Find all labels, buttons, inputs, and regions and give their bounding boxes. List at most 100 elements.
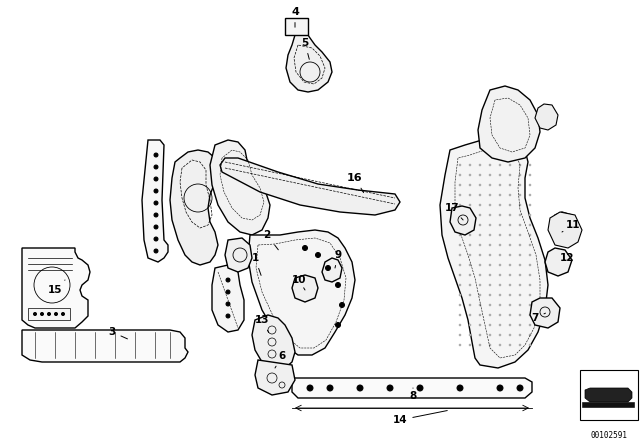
Circle shape — [499, 244, 501, 246]
Circle shape — [460, 184, 461, 186]
Circle shape — [479, 164, 481, 166]
Polygon shape — [170, 150, 218, 265]
Text: 14: 14 — [393, 410, 447, 425]
Circle shape — [529, 184, 531, 186]
Circle shape — [479, 214, 481, 216]
Circle shape — [226, 314, 230, 318]
Circle shape — [469, 284, 471, 286]
Circle shape — [479, 264, 481, 266]
Circle shape — [509, 304, 511, 306]
Circle shape — [509, 334, 511, 336]
Circle shape — [154, 201, 158, 205]
Circle shape — [529, 324, 531, 326]
Circle shape — [529, 344, 531, 346]
Polygon shape — [220, 158, 400, 215]
Polygon shape — [28, 308, 70, 320]
Circle shape — [519, 284, 521, 286]
Circle shape — [519, 334, 521, 336]
Circle shape — [509, 234, 511, 236]
Circle shape — [499, 204, 501, 206]
Circle shape — [489, 344, 491, 346]
Circle shape — [40, 313, 44, 315]
Circle shape — [479, 314, 481, 316]
Circle shape — [479, 204, 481, 206]
Circle shape — [469, 334, 471, 336]
Polygon shape — [535, 104, 558, 130]
Polygon shape — [252, 315, 295, 368]
Circle shape — [509, 344, 511, 346]
Circle shape — [509, 244, 511, 246]
Circle shape — [460, 284, 461, 286]
Circle shape — [509, 164, 511, 166]
Circle shape — [479, 174, 481, 176]
Circle shape — [460, 324, 461, 326]
Polygon shape — [585, 388, 632, 402]
Circle shape — [519, 224, 521, 226]
Circle shape — [499, 214, 501, 216]
Circle shape — [460, 204, 461, 206]
Circle shape — [303, 246, 307, 250]
Circle shape — [499, 194, 501, 196]
Circle shape — [154, 213, 158, 217]
Circle shape — [499, 234, 501, 236]
Circle shape — [460, 164, 461, 166]
Circle shape — [499, 334, 501, 336]
Circle shape — [469, 234, 471, 236]
Circle shape — [519, 264, 521, 266]
Circle shape — [519, 344, 521, 346]
Circle shape — [460, 244, 461, 246]
Circle shape — [460, 234, 461, 236]
Circle shape — [529, 284, 531, 286]
Circle shape — [469, 164, 471, 166]
Circle shape — [529, 244, 531, 246]
Circle shape — [509, 294, 511, 296]
Circle shape — [387, 385, 393, 391]
Circle shape — [460, 314, 461, 316]
Text: 2: 2 — [264, 230, 278, 250]
Circle shape — [509, 264, 511, 266]
Circle shape — [529, 194, 531, 196]
Circle shape — [335, 283, 340, 288]
Circle shape — [509, 224, 511, 226]
Circle shape — [479, 284, 481, 286]
Circle shape — [529, 224, 531, 226]
Circle shape — [489, 244, 491, 246]
Circle shape — [529, 314, 531, 316]
Text: 13: 13 — [255, 315, 269, 332]
Polygon shape — [210, 140, 270, 235]
Circle shape — [154, 177, 158, 181]
Circle shape — [529, 334, 531, 336]
Polygon shape — [292, 275, 318, 302]
Circle shape — [307, 385, 313, 391]
Circle shape — [529, 234, 531, 236]
Circle shape — [469, 224, 471, 226]
Circle shape — [479, 334, 481, 336]
Circle shape — [509, 284, 511, 286]
Circle shape — [154, 165, 158, 169]
Polygon shape — [552, 212, 578, 244]
Circle shape — [499, 174, 501, 176]
Circle shape — [517, 385, 523, 391]
Circle shape — [326, 266, 330, 271]
Circle shape — [469, 264, 471, 266]
Circle shape — [519, 204, 521, 206]
Circle shape — [226, 290, 230, 294]
Circle shape — [460, 264, 461, 266]
Circle shape — [61, 313, 65, 315]
Text: 15: 15 — [48, 280, 65, 295]
Circle shape — [339, 302, 344, 307]
Circle shape — [519, 294, 521, 296]
Circle shape — [479, 304, 481, 306]
Bar — [580, 370, 638, 420]
Text: 3: 3 — [108, 327, 127, 339]
Circle shape — [509, 324, 511, 326]
Circle shape — [489, 294, 491, 296]
Circle shape — [460, 274, 461, 276]
Circle shape — [489, 254, 491, 256]
Circle shape — [499, 324, 501, 326]
Circle shape — [154, 237, 158, 241]
Circle shape — [489, 334, 491, 336]
Circle shape — [479, 244, 481, 246]
Circle shape — [479, 294, 481, 296]
Circle shape — [469, 204, 471, 206]
